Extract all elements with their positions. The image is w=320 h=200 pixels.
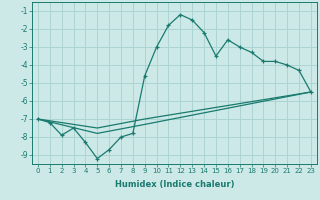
X-axis label: Humidex (Indice chaleur): Humidex (Indice chaleur) [115,180,234,189]
